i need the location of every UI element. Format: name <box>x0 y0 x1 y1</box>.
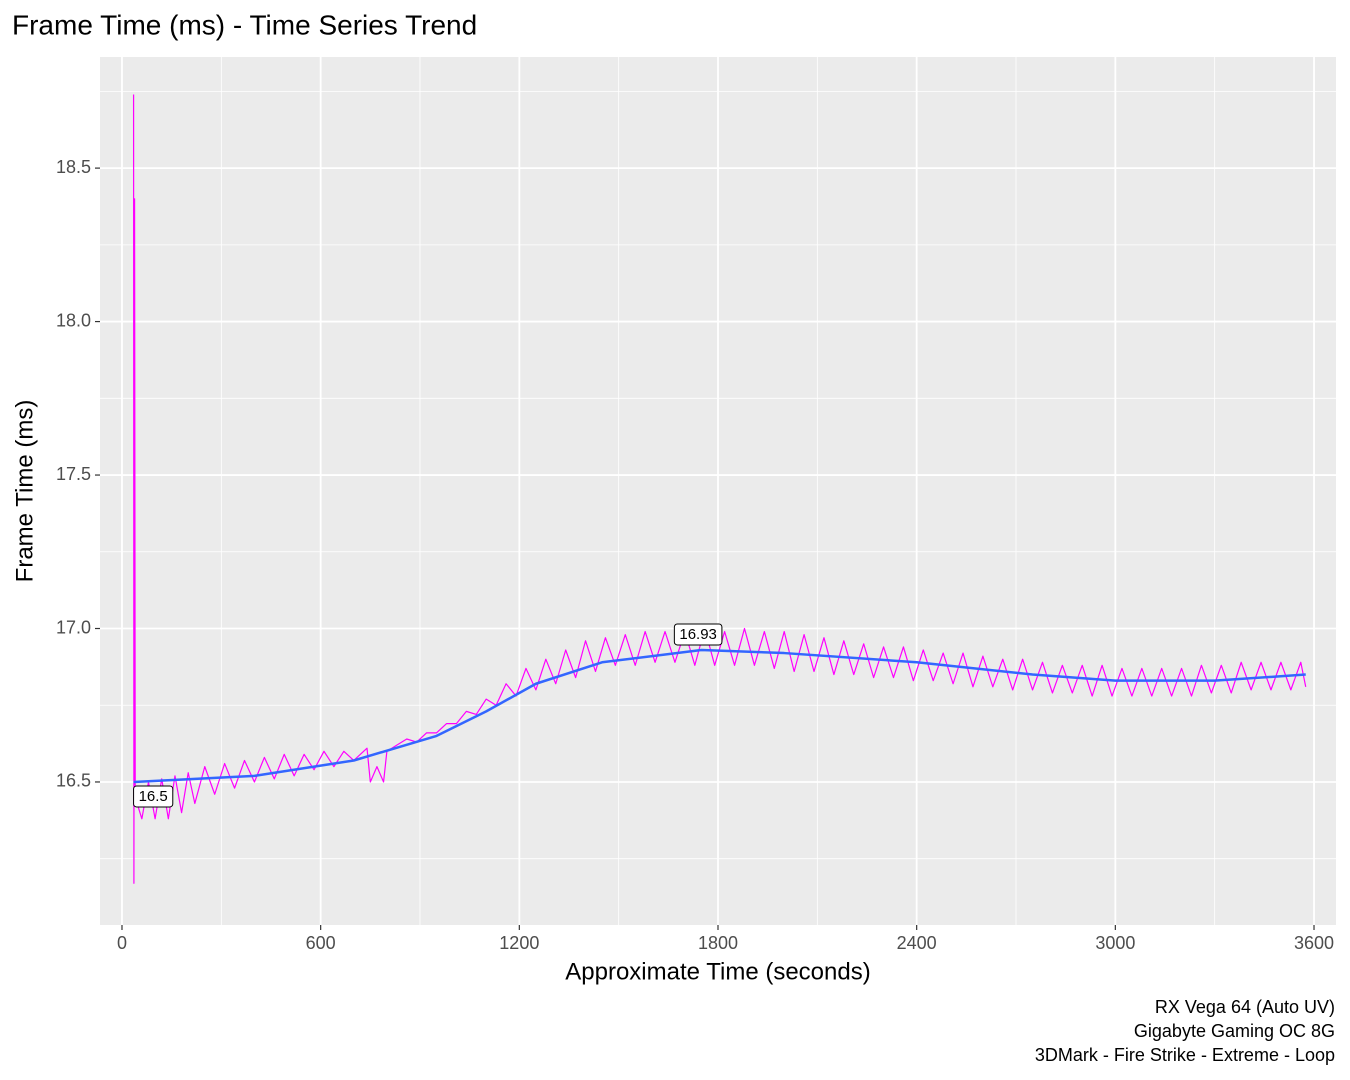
y-tick-label: 17.5 <box>56 464 91 484</box>
x-axis-title: Approximate Time (seconds) <box>565 958 870 985</box>
x-tick-label: 3000 <box>1095 933 1135 953</box>
x-tick-label: 2400 <box>897 933 937 953</box>
chart-title: Frame Time (ms) - Time Series Trend <box>12 9 477 40</box>
annotation-label: 16.93 <box>679 626 717 643</box>
x-tick-label: 1200 <box>499 933 539 953</box>
y-tick-label: 18.0 <box>56 310 91 330</box>
x-tick-label: 1800 <box>698 933 738 953</box>
x-tick-label: 0 <box>117 933 127 953</box>
annotation-label: 16.5 <box>139 788 168 805</box>
annotation-box <box>133 785 174 808</box>
caption: RX Vega 64 (Auto UV) <box>1155 997 1335 1017</box>
y-tick-label: 17.0 <box>56 617 91 637</box>
y-tick-label: 16.5 <box>56 771 91 791</box>
annotation-box <box>673 623 723 646</box>
x-tick-label: 600 <box>306 933 336 953</box>
caption: 3DMark - Fire Strike - Extreme - Loop <box>1035 1045 1335 1065</box>
y-tick-label: 18.5 <box>56 157 91 177</box>
caption: Gigabyte Gaming OC 8G <box>1134 1021 1335 1041</box>
annotation: 16.93 <box>673 623 723 646</box>
x-tick-label: 3600 <box>1294 933 1334 953</box>
series-line <box>133 648 1306 784</box>
annotation: 16.5 <box>133 785 174 808</box>
y-axis-title: Frame Time (ms) <box>11 400 38 583</box>
